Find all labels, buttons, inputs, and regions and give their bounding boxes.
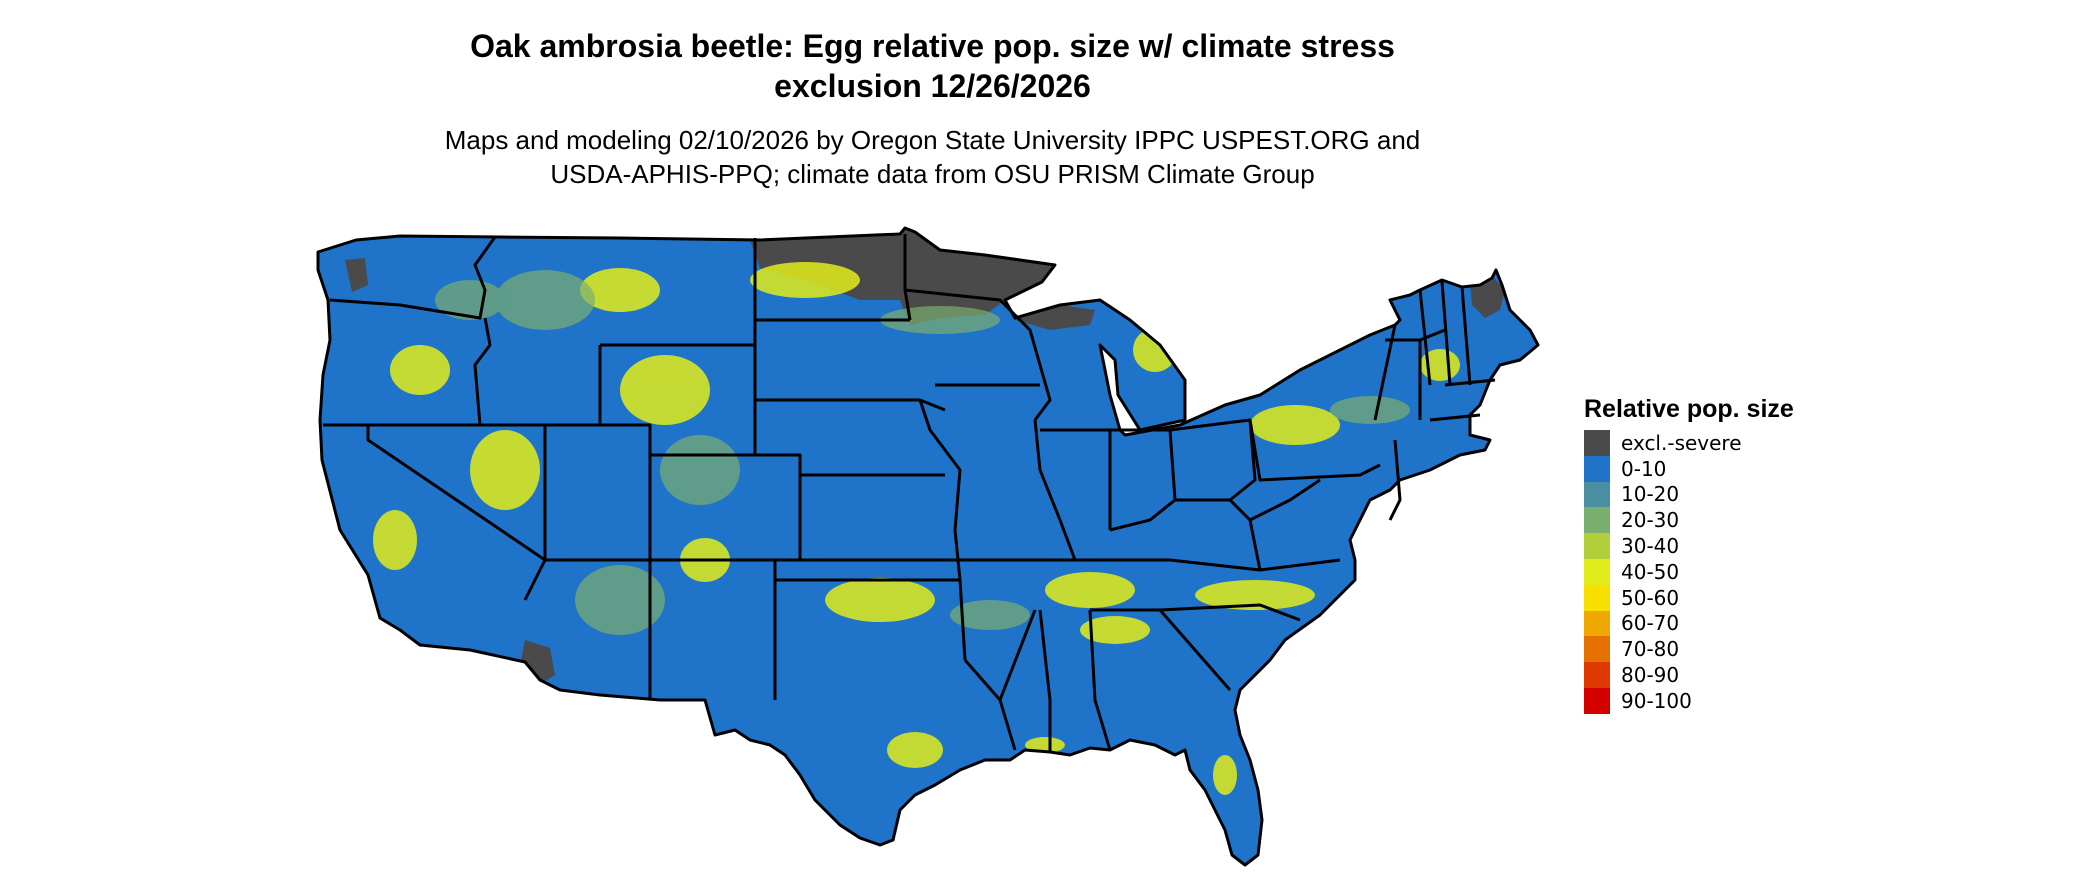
legend-label: 60-70 bbox=[1621, 611, 1680, 636]
legend-label: 90-100 bbox=[1621, 688, 1692, 713]
map-subtitle-line-2: USDA-APHIS-PPQ; climate data from OSU PR… bbox=[550, 159, 1315, 189]
map-title-line-2: exclusion 12/26/2026 bbox=[774, 68, 1091, 104]
raster-excl-north-central bbox=[750, 228, 1055, 325]
legend-label: 40-50 bbox=[1621, 559, 1680, 584]
map-legend: Relative pop. size excl.-severe 0-10 10-20… bbox=[1584, 394, 1904, 714]
map-subtitle-line-1: Maps and modeling 02/10/2026 by Oregon S… bbox=[444, 125, 1421, 155]
raster-high-suitability bbox=[373, 262, 1460, 795]
legend-item: 0-10 bbox=[1584, 455, 1904, 482]
legend-swatch bbox=[1584, 662, 1610, 688]
legend-item: 60-70 bbox=[1584, 610, 1904, 637]
legend-item: excl.-severe bbox=[1584, 430, 1904, 456]
legend-label: 50-60 bbox=[1621, 585, 1680, 610]
raster-mid-suitability bbox=[435, 270, 1410, 635]
legend-swatch bbox=[1584, 584, 1610, 611]
legend-swatch bbox=[1584, 610, 1610, 637]
legend-label: 0-10 bbox=[1621, 456, 1667, 481]
state-boundaries bbox=[316, 226, 1540, 867]
legend-label: 80-90 bbox=[1621, 663, 1680, 688]
legend-swatch bbox=[1584, 430, 1610, 456]
legend-item: 90-100 bbox=[1584, 687, 1904, 714]
map-title-line-1: Oak ambrosia beetle: Egg relative pop. s… bbox=[470, 28, 1395, 64]
legend-swatch bbox=[1584, 533, 1610, 559]
legend-item: 50-60 bbox=[1584, 584, 1904, 611]
legend-item: 30-40 bbox=[1584, 533, 1904, 559]
legend-label: 30-40 bbox=[1621, 534, 1680, 559]
legend-item: 70-80 bbox=[1584, 636, 1904, 663]
legend-swatch bbox=[1584, 687, 1610, 714]
map-raster bbox=[318, 228, 1538, 865]
legend-label: 10-20 bbox=[1621, 482, 1680, 507]
legend-item: 10-20 bbox=[1584, 481, 1904, 508]
legend-item: 40-50 bbox=[1584, 558, 1904, 585]
legend-items: excl.-severe 0-10 10-20 20-30 30-40 40-50 50-6… bbox=[1584, 430, 1904, 714]
legend-label: 70-80 bbox=[1621, 637, 1680, 662]
legend-label: excl.-severe bbox=[1621, 430, 1742, 455]
legend-swatch bbox=[1584, 507, 1610, 534]
legend-swatch bbox=[1584, 481, 1610, 508]
legend-title: Relative pop. size bbox=[1584, 395, 1794, 423]
legend-item: 20-30 bbox=[1584, 507, 1904, 534]
legend-item: 80-90 bbox=[1584, 662, 1904, 688]
legend-swatch bbox=[1584, 558, 1610, 585]
legend-swatch bbox=[1584, 636, 1610, 663]
legend-swatch bbox=[1584, 455, 1610, 482]
legend-label: 20-30 bbox=[1621, 508, 1680, 533]
raster-excl-olympic bbox=[345, 258, 368, 292]
